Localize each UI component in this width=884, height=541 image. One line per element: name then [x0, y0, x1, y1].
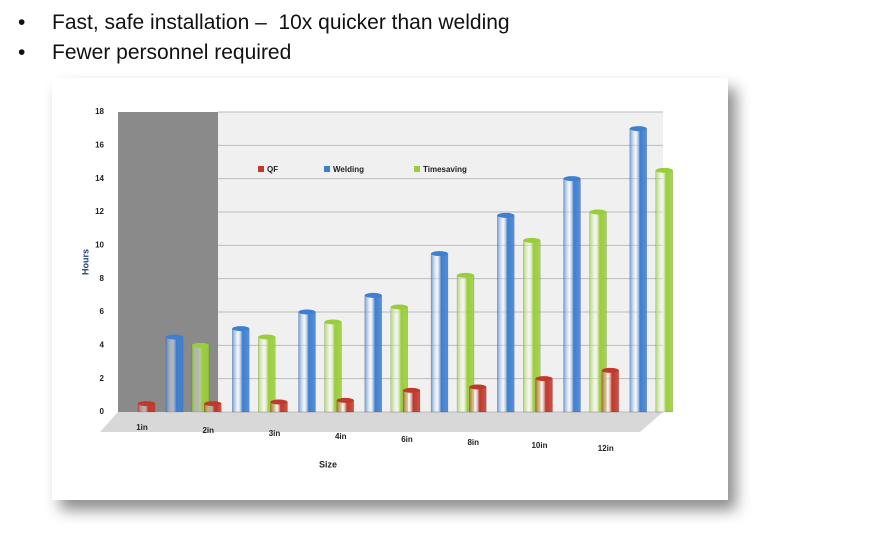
bar-cap [390, 304, 408, 310]
legend-label: Timesaving [423, 165, 467, 174]
floor [100, 412, 663, 432]
bar-cap [469, 384, 487, 390]
y-tick-label: 10 [95, 240, 104, 249]
legend-swatch [324, 166, 330, 172]
bullet-list: Fast, safe installation – 10x quicker th… [18, 8, 510, 68]
bar-cap [535, 376, 553, 382]
y-tick-label: 14 [95, 174, 104, 183]
bar [563, 178, 581, 413]
bar-cap [258, 334, 276, 340]
bar-cap [336, 397, 354, 403]
y-axis-title: Hours [80, 249, 90, 275]
bar [497, 215, 515, 413]
bar [655, 170, 673, 413]
y-tick-label: 16 [95, 140, 104, 149]
bar-cap [403, 387, 420, 393]
legend-label: Welding [333, 165, 364, 174]
bar-cap [364, 292, 382, 298]
bar-cap [204, 401, 222, 407]
bar-cap [270, 399, 288, 405]
bar [165, 336, 184, 413]
x-tick-label: 10in [531, 441, 547, 450]
x-tick-label: 8in [467, 438, 479, 447]
bar [629, 128, 647, 413]
y-tick-label: 12 [95, 207, 104, 216]
y-tick-label: 4 [100, 340, 105, 349]
x-tick-label: 1in [136, 423, 148, 432]
legend-label: QF [267, 165, 278, 174]
bar [430, 253, 449, 413]
bar-cap [497, 212, 515, 218]
x-tick-label: 4in [335, 432, 347, 441]
y-tick-label: 18 [95, 107, 104, 116]
bar [364, 295, 382, 413]
bar-cap [232, 326, 250, 332]
bar-cap [298, 309, 316, 315]
bar-cap [629, 126, 647, 132]
bar [601, 370, 619, 413]
bar [469, 386, 487, 413]
bar-cap [431, 251, 448, 257]
legend-swatch [414, 166, 420, 172]
bar-cap [589, 209, 607, 215]
y-tick-label: 0 [100, 407, 105, 416]
bar-cap [523, 237, 541, 243]
bar-cap [655, 167, 673, 173]
bar-cap [324, 319, 342, 325]
x-tick-label: 6in [401, 435, 413, 444]
bar-cap [563, 176, 581, 182]
x-axis-title: Size [319, 459, 337, 469]
x-tick-label: 3in [269, 429, 281, 438]
x-tick-label: 2in [202, 426, 214, 435]
bar [298, 311, 316, 413]
bar-cap [457, 272, 474, 278]
bar [402, 390, 421, 413]
x-tick-label: 12in [598, 444, 614, 453]
y-tick-label: 6 [100, 307, 105, 316]
bar-cap [192, 342, 209, 348]
bullet: Fewer personnel required [18, 38, 510, 68]
legend-swatch [258, 166, 264, 172]
bar [535, 378, 553, 413]
bar-cap [601, 367, 619, 373]
bar [232, 328, 250, 413]
bar [324, 321, 342, 413]
y-tick-label: 2 [100, 374, 105, 383]
bar-cap [138, 401, 155, 407]
y-tick-label: 8 [100, 274, 105, 283]
bar-cap [166, 334, 183, 340]
bullet: Fast, safe installation – 10x quicker th… [18, 8, 510, 38]
